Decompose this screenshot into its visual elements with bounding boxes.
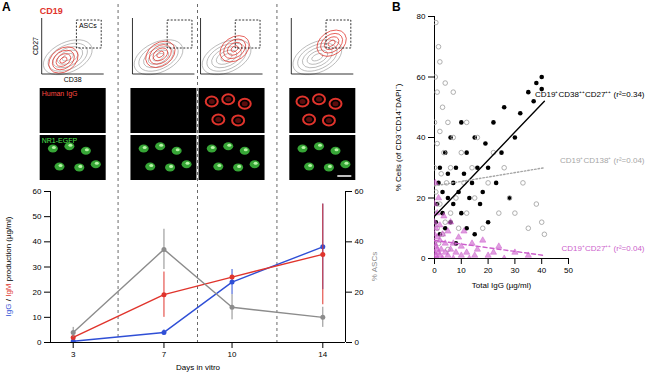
- svg-text:% Cells (of CD3⁻CD14⁻DAPI⁻): % Cells (of CD3⁻CD14⁻DAPI⁻): [394, 83, 403, 191]
- svg-text:80: 80: [417, 12, 426, 21]
- svg-text:30: 30: [33, 263, 42, 272]
- svg-text:14: 14: [318, 350, 327, 359]
- svg-text:20: 20: [484, 266, 493, 275]
- svg-text:ASCs: ASCs: [79, 22, 97, 29]
- svg-text:7: 7: [162, 350, 167, 359]
- svg-text:60: 60: [355, 187, 364, 196]
- svg-text:0: 0: [37, 338, 42, 347]
- svg-text:0: 0: [355, 338, 360, 347]
- svg-text:CD19⁺CD27⁺⁺ (r²=0.04): CD19⁺CD27⁺⁺ (r²=0.04): [561, 244, 644, 253]
- svg-text:IgG / IgM production (µg/ml): IgG / IgM production (µg/ml): [4, 216, 13, 316]
- svg-text:NR1-EGFP: NR1-EGFP: [42, 137, 78, 144]
- svg-text:CD38: CD38: [64, 76, 82, 83]
- svg-text:20: 20: [355, 288, 364, 297]
- svg-text:50: 50: [33, 212, 42, 221]
- svg-text:CD19⁺CD138⁺ (r²=0.04): CD19⁺CD138⁺ (r²=0.04): [560, 156, 645, 165]
- svg-text:0: 0: [432, 266, 437, 275]
- svg-text:10: 10: [228, 350, 237, 359]
- svg-text:3: 3: [71, 350, 76, 359]
- svg-text:CD19: CD19: [40, 6, 63, 16]
- svg-text:10: 10: [33, 313, 42, 322]
- svg-text:B: B: [392, 0, 401, 14]
- svg-text:Days in vitro: Days in vitro: [176, 363, 221, 372]
- svg-text:40: 40: [355, 237, 364, 246]
- svg-text:10: 10: [457, 266, 466, 275]
- svg-text:60: 60: [33, 187, 42, 196]
- svg-text:Total IgG (µg/ml): Total IgG (µg/ml): [472, 281, 532, 290]
- svg-text:40: 40: [33, 237, 42, 246]
- svg-text:A: A: [2, 0, 11, 14]
- svg-text:0: 0: [421, 254, 426, 263]
- svg-text:Human IgG: Human IgG: [42, 90, 78, 98]
- svg-text:20: 20: [417, 194, 426, 203]
- svg-text:20: 20: [33, 288, 42, 297]
- svg-text:40: 40: [417, 133, 426, 142]
- svg-text:60: 60: [417, 73, 426, 82]
- svg-text:40: 40: [537, 266, 546, 275]
- svg-text:% ASCs: % ASCs: [370, 252, 379, 281]
- svg-text:50: 50: [564, 266, 573, 275]
- svg-text:CD19⁺CD38⁺⁺CD27⁺⁺ (r²=0.34): CD19⁺CD38⁺⁺CD27⁺⁺ (r²=0.34): [535, 90, 645, 99]
- svg-text:30: 30: [510, 266, 519, 275]
- svg-text:CD27: CD27: [32, 37, 39, 55]
